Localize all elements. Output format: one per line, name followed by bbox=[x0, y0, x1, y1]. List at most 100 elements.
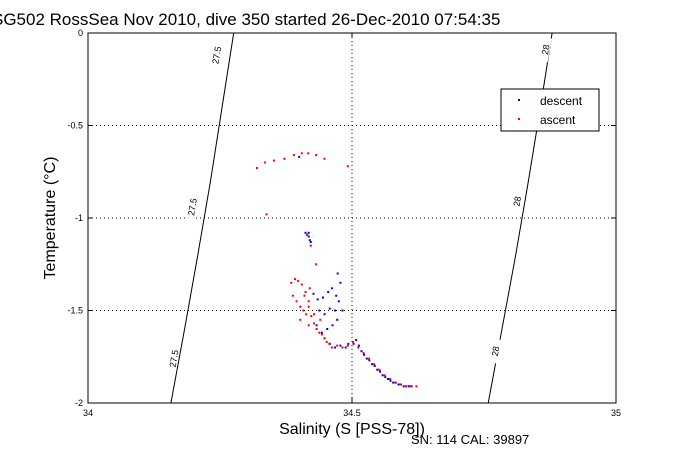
descent-point bbox=[397, 383, 400, 386]
ascent-point bbox=[404, 385, 407, 388]
descent-point bbox=[337, 300, 340, 303]
legend: descent ascent bbox=[500, 88, 600, 132]
x-axis-label: Salinity (S [PSS-78]) bbox=[279, 421, 425, 438]
contour-label-bg bbox=[210, 42, 223, 68]
ascent-point bbox=[328, 342, 331, 345]
ascent-point bbox=[295, 300, 298, 303]
descent-point bbox=[344, 346, 347, 349]
ascent-point bbox=[323, 337, 326, 340]
legend-ascent-label: ascent bbox=[540, 113, 576, 127]
descent-point bbox=[384, 376, 387, 379]
contour-label-bg bbox=[511, 188, 524, 214]
contour-label: 28 bbox=[511, 196, 523, 208]
footer-serial-cal: SN: 114 CAL: 39897 bbox=[411, 432, 529, 447]
y-tick-label: -2 bbox=[75, 398, 83, 408]
y-tick-label: -0.5 bbox=[67, 121, 83, 131]
data-points bbox=[256, 152, 418, 388]
ascent-point bbox=[341, 346, 344, 349]
descent-point bbox=[347, 342, 350, 345]
descent-point bbox=[330, 287, 333, 290]
descent-point bbox=[336, 272, 339, 275]
x-tick-label: 34 bbox=[83, 408, 93, 418]
ascent-point bbox=[300, 283, 303, 286]
descent-point bbox=[373, 365, 376, 367]
ascent-point bbox=[306, 233, 309, 236]
ascent-point bbox=[320, 333, 323, 336]
legend-ascent-marker bbox=[518, 118, 520, 120]
ascent-point bbox=[272, 159, 275, 162]
ascent-point bbox=[305, 313, 308, 316]
ascent-point bbox=[315, 328, 318, 330]
ascent-point bbox=[290, 281, 293, 284]
ascent-point bbox=[373, 363, 376, 366]
ascent-point bbox=[394, 381, 397, 384]
descent-point bbox=[376, 368, 379, 371]
ascent-point bbox=[410, 385, 413, 388]
ascent-point bbox=[318, 331, 321, 334]
descent-point bbox=[386, 378, 389, 380]
descent-point bbox=[307, 231, 310, 234]
descent-point bbox=[335, 294, 338, 297]
descent-point bbox=[371, 363, 374, 366]
legend-descent-marker bbox=[518, 99, 520, 101]
x-tick-label: 34.5 bbox=[343, 408, 361, 418]
descent-point bbox=[381, 374, 384, 377]
ascent-point bbox=[307, 300, 310, 303]
ascent-point bbox=[307, 305, 310, 308]
ascent-point bbox=[308, 287, 311, 290]
descent-point bbox=[392, 381, 395, 384]
descent-point bbox=[355, 339, 358, 342]
ascent-point bbox=[304, 291, 307, 293]
descent-point bbox=[328, 307, 331, 310]
contour-label: 27.5 bbox=[186, 197, 199, 216]
ascent-point bbox=[323, 157, 326, 160]
ascent-point bbox=[309, 244, 312, 247]
axis-ticks: 34 34.5 35 0 -0.5 -1 -1.5 -2 bbox=[67, 28, 621, 418]
ascent-point bbox=[319, 318, 322, 321]
ascent-point bbox=[307, 152, 310, 155]
descent-point bbox=[341, 309, 344, 312]
descent-point bbox=[365, 357, 368, 360]
ascent-point bbox=[367, 357, 370, 360]
ascent-point bbox=[315, 263, 318, 266]
descent-point bbox=[323, 313, 326, 316]
x-tick-label: 35 bbox=[611, 408, 621, 418]
descent-point bbox=[309, 241, 312, 243]
contour-label-bg bbox=[489, 338, 502, 364]
descent-point bbox=[304, 231, 307, 234]
chart-title: SG502 RossSea Nov 2010, dive 350 started… bbox=[0, 10, 500, 29]
descent-point bbox=[322, 296, 324, 299]
descent-point bbox=[316, 298, 319, 301]
descent-point bbox=[334, 346, 337, 349]
descent-point bbox=[379, 370, 381, 373]
descent-point bbox=[320, 331, 323, 334]
contour-label: 28 bbox=[540, 44, 552, 56]
descent-point bbox=[331, 324, 334, 327]
ascent-point bbox=[313, 313, 315, 316]
y-axis-label: Temperature (°C) bbox=[42, 157, 59, 280]
y-tick-label: -1 bbox=[75, 213, 83, 223]
descent-point bbox=[298, 155, 301, 158]
descent-point bbox=[363, 353, 366, 356]
ascent-point bbox=[315, 154, 318, 157]
descent-point bbox=[307, 235, 310, 238]
descent-point bbox=[389, 379, 392, 382]
descent-point bbox=[339, 344, 342, 347]
grid bbox=[88, 33, 616, 403]
ascent-point bbox=[263, 161, 266, 164]
ascent-point bbox=[357, 346, 360, 349]
ascent-point bbox=[291, 294, 294, 297]
ascent-point bbox=[346, 344, 349, 347]
ascent-point bbox=[330, 346, 333, 349]
ascent-point bbox=[389, 378, 391, 380]
y-tick-label: -1.5 bbox=[67, 306, 83, 316]
ascent-point bbox=[300, 152, 303, 155]
descent-point bbox=[402, 385, 405, 388]
descent-point bbox=[327, 291, 330, 293]
ascent-point bbox=[307, 324, 310, 327]
ascent-point bbox=[256, 167, 258, 169]
ascent-point bbox=[294, 278, 296, 281]
descent-point bbox=[336, 318, 339, 321]
density-contours: 27.5 27.5 27.5 28 28 28 bbox=[168, 32, 553, 404]
ascent-point bbox=[299, 318, 302, 321]
